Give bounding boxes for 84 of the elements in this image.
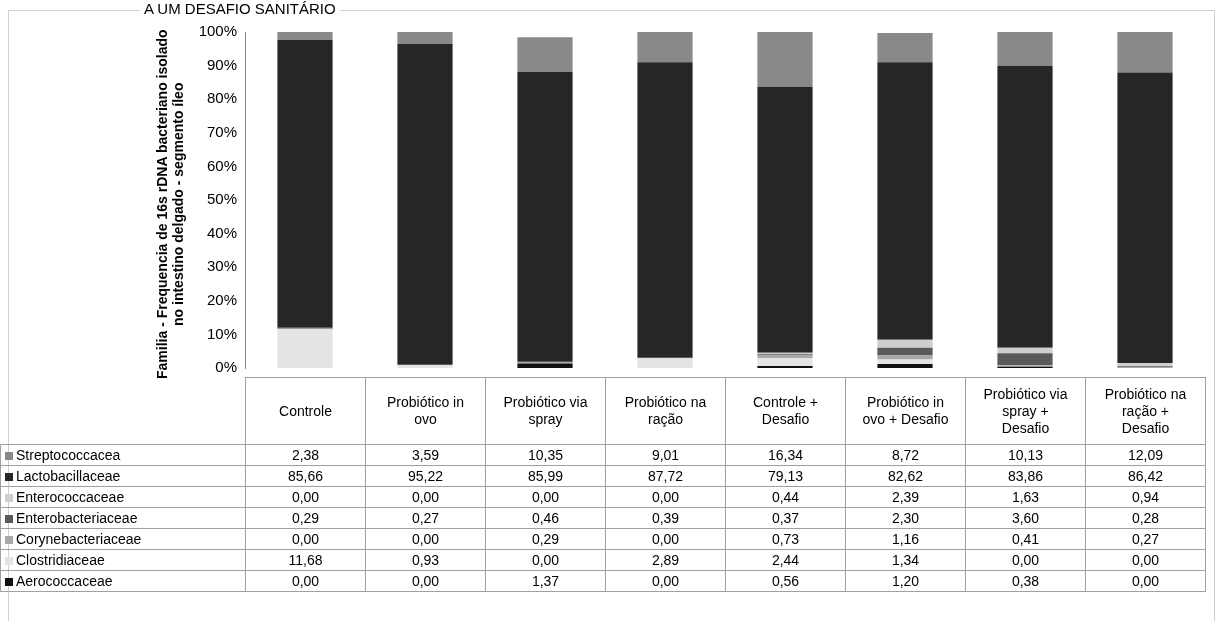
y-axis-title: Familia - Frequencia de 16s rDNA bacteriano isolado no intestino delgado - segmento íleo [153,28,187,381]
data-label: 0,73 [725,528,846,550]
y-tick-label: 100% [198,22,237,40]
data-label: 0,00 [245,486,366,508]
y-tick-label: 80% [206,89,237,107]
data-label: 2,30 [845,507,966,529]
data-label: 0,44 [725,486,846,508]
y-tick-label: 50% [206,190,237,208]
data-label: 8,72 [845,444,966,466]
y-tick-label: 70% [206,122,237,140]
data-label: 3,60 [965,507,1086,529]
data-label: 0,00 [485,549,606,571]
data-label: 0,00 [605,486,726,508]
data-label: 1,63 [965,486,1086,508]
data-label: 1,20 [845,570,966,592]
data-label: 0,00 [245,570,366,592]
data-label: 2,44 [725,549,846,571]
legend-label: Corynebacteriaceae [0,528,246,550]
data-label: 0,00 [365,570,486,592]
x-tick-label: Probiótico via spray + Desafio [965,377,1086,445]
data-label: 0,94 [1085,486,1206,508]
data-label: 1,34 [845,549,966,571]
data-label: 0,56 [725,570,846,592]
data-label: 0,00 [365,528,486,550]
data-label: 85,99 [485,465,606,487]
data-label: 86,42 [1085,465,1206,487]
y-tick-label: 20% [206,290,237,308]
data-label: 0,39 [605,507,726,529]
data-label: 2,38 [245,444,366,466]
legend-label: Lactobacillaceae [0,465,246,487]
data-label: 0,29 [485,528,606,550]
x-tick-label: Probiótico na ração + Desafio [1085,377,1206,445]
data-label: 10,13 [965,444,1086,466]
legend-label: Enterococcaceae [0,486,246,508]
x-tick-label: Probiótico in ovo + Desafio [845,377,966,445]
data-label: 0,00 [1085,549,1206,571]
data-label: 0,00 [245,528,366,550]
data-label: 0,37 [725,507,846,529]
legend-label: Enterobacteriaceae [0,507,246,529]
data-label: 0,00 [605,528,726,550]
data-label: 0,00 [605,570,726,592]
legend-label: Streptococcacea [0,444,246,466]
data-label: 95,22 [365,465,486,487]
x-tick-label: Controle + Desafio [725,377,846,445]
y-tick-label: 10% [206,324,237,342]
data-label: 0,00 [965,549,1086,571]
chart-title: A UM DESAFIO SANITÁRIO [140,0,340,17]
data-label: 3,59 [365,444,486,466]
y-tick-label: 40% [206,223,237,241]
y-tick-label: 0% [215,358,237,376]
data-label: 79,13 [725,465,846,487]
x-tick-label: Controle [245,377,366,445]
data-label: 83,86 [965,465,1086,487]
data-label: 0,00 [485,486,606,508]
data-label: 1,16 [845,528,966,550]
data-label: 0,93 [365,549,486,571]
y-tick-label: 30% [206,257,237,275]
x-tick-label: Probiótico na ração [605,377,726,445]
data-label: 2,89 [605,549,726,571]
y-tick-label: 90% [206,55,237,73]
data-label: 12,09 [1085,444,1206,466]
data-label: 0,38 [965,570,1086,592]
data-label: 9,01 [605,444,726,466]
data-label: 0,00 [365,486,486,508]
data-label: 87,72 [605,465,726,487]
data-label: 85,66 [245,465,366,487]
data-label: 0,41 [965,528,1086,550]
data-label: 0,00 [1085,570,1206,592]
data-label: 0,29 [245,507,366,529]
legend-label: Clostridiaceae [0,549,246,571]
data-label: 0,46 [485,507,606,529]
data-label: 16,34 [725,444,846,466]
data-label: 0,28 [1085,507,1206,529]
x-tick-label: Probiótico in ovo [365,377,486,445]
data-label: 0,27 [365,507,486,529]
data-label: 10,35 [485,444,606,466]
y-tick-label: 60% [206,156,237,174]
data-label: 0,27 [1085,528,1206,550]
x-tick-label: Probiótico via spray [485,377,606,445]
legend-label: Aerococcaceae [0,570,246,592]
data-label: 1,37 [485,570,606,592]
data-label: 82,62 [845,465,966,487]
data-label: 11,68 [245,549,366,571]
data-label: 2,39 [845,486,966,508]
